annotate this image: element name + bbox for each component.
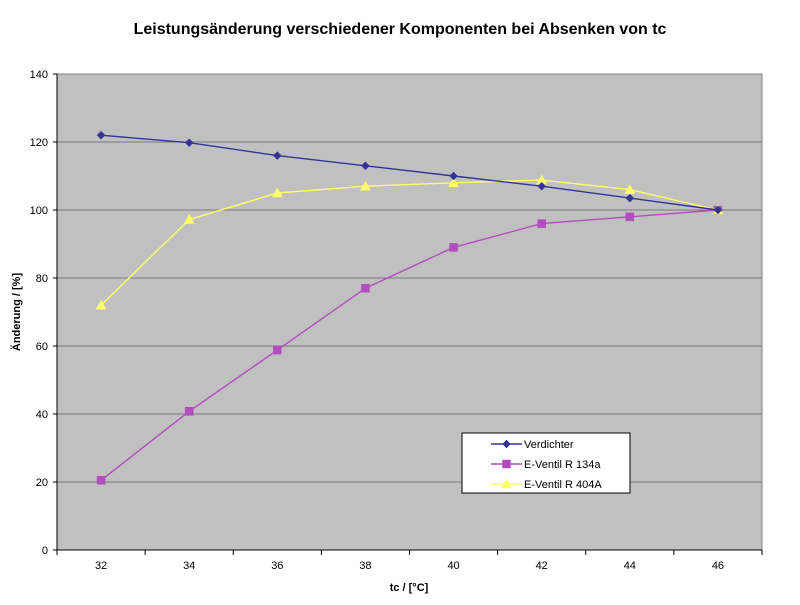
data-point	[360, 180, 371, 191]
data-point	[713, 205, 723, 215]
series-group	[96, 130, 723, 215]
y-tick-label: 120	[30, 137, 48, 149]
legend-entry: Verdichter	[524, 439, 574, 451]
data-point	[361, 161, 370, 171]
plot-area	[56, 73, 763, 551]
data-point	[449, 171, 458, 181]
x-tick-label: 46	[712, 560, 724, 572]
series-group	[95, 174, 724, 310]
y-tick-label: 20	[36, 477, 48, 489]
chart-title: Leistungsänderung verschiedener Komponen…	[134, 21, 667, 38]
x-tick-label: 36	[271, 560, 283, 572]
data-point	[271, 187, 283, 198]
data-point	[96, 476, 106, 485]
legend-marker	[501, 478, 512, 489]
x-tick-label: 38	[359, 560, 371, 572]
data-point	[184, 138, 194, 148]
data-point	[95, 299, 107, 310]
x-tick-label: 42	[536, 560, 548, 572]
data-point	[184, 407, 194, 416]
data-point	[537, 181, 547, 191]
series-layer	[95, 130, 724, 485]
data-point	[625, 193, 635, 203]
data-point	[361, 283, 370, 293]
x-tick-label: 32	[95, 560, 107, 572]
data-point	[96, 130, 106, 140]
data-point	[183, 214, 195, 224]
series-line	[100, 209, 718, 481]
legend-entry: E-Ventil R 404A	[524, 479, 602, 491]
y-tick-label: 40	[36, 409, 48, 421]
x-tick-label: 40	[447, 560, 459, 572]
legend-marker	[502, 459, 511, 469]
y-tick-label: 60	[36, 341, 48, 353]
data-point	[625, 212, 635, 222]
series-line	[100, 179, 719, 306]
legend-marker	[502, 439, 511, 449]
x-tick-label: 34	[183, 560, 195, 572]
data-point	[272, 151, 282, 160]
y-tick-label: 140	[30, 69, 48, 81]
y-tick-label: 100	[30, 205, 48, 217]
x-tick-label: 44	[624, 560, 636, 572]
data-point	[449, 243, 458, 252]
y-tick-label: 80	[36, 273, 48, 285]
x-axis-title: tc / [°C]	[390, 582, 429, 594]
data-point	[537, 219, 546, 228]
data-point	[624, 184, 636, 194]
y-tick-label: 0	[42, 545, 48, 557]
series-line	[101, 134, 719, 211]
legend-box	[461, 432, 631, 494]
legend-entry: E-Ventil R 134a	[524, 459, 601, 471]
y-axis-title: Änderung / [%]	[10, 273, 23, 352]
legend: Verdichter E-Ventil R 134a E-Ventil R 404A	[461, 432, 631, 494]
data-point	[448, 177, 459, 188]
axes: 0 20 40 60 80 100 120 140 32 34 36 38 40 42 44 46	[30, 69, 763, 572]
data-point	[273, 345, 282, 355]
